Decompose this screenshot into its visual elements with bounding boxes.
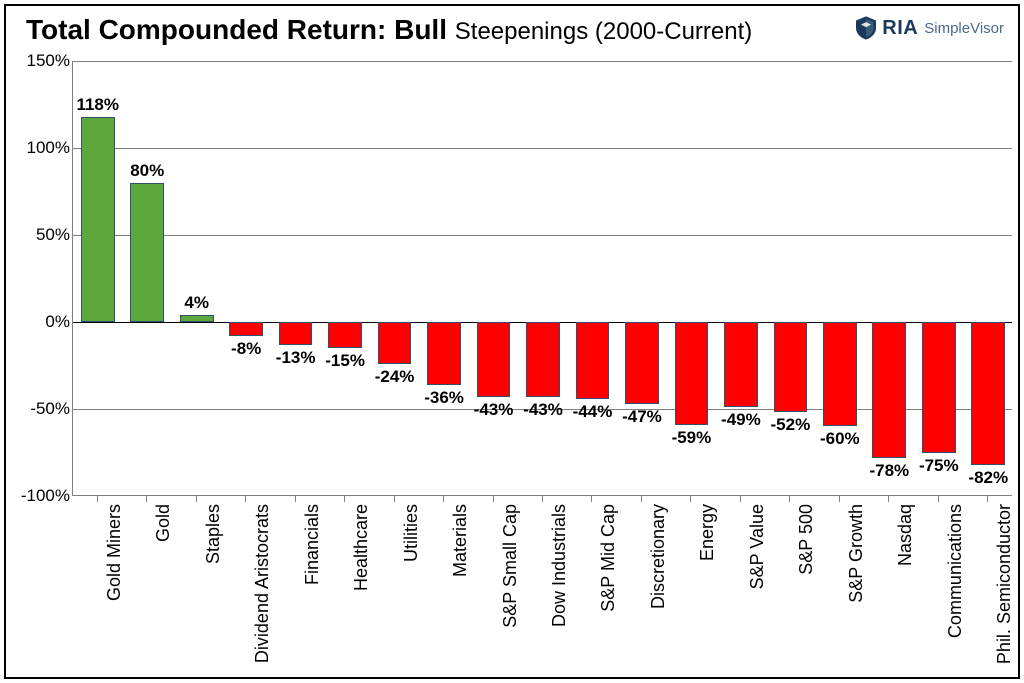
bar: [724, 322, 758, 407]
bar-value-label: -82%: [968, 468, 1008, 488]
x-tick-mark: [938, 496, 939, 502]
bar: [526, 322, 560, 397]
x-tick-label: Dividend Aristocrats: [252, 504, 273, 663]
x-tick-label: S&P Growth: [846, 504, 867, 603]
bar: [823, 322, 857, 426]
x-tick-mark: [690, 496, 691, 502]
x-tick-label: Financials: [302, 504, 323, 585]
bar: [477, 322, 511, 397]
x-tick-label: S&P Value: [747, 504, 768, 589]
bar-value-label: -15%: [325, 351, 365, 371]
bar: [328, 322, 362, 348]
x-tick-label: S&P Mid Cap: [598, 504, 619, 612]
x-tick-mark: [987, 496, 988, 502]
x-tick-mark: [344, 496, 345, 502]
bar-value-label: -49%: [721, 410, 761, 430]
bar: [180, 315, 214, 322]
bar-value-label: -78%: [869, 461, 909, 481]
y-tick-label: -100%: [21, 486, 70, 506]
x-tick-label: Healthcare: [351, 504, 372, 591]
x-tick-label: S&P Small Cap: [500, 504, 521, 628]
bar-value-label: -59%: [672, 428, 712, 448]
x-tick-mark: [888, 496, 889, 502]
bar-value-label: -13%: [276, 348, 316, 368]
brand-logo: RIA SimpleVisor: [856, 16, 1004, 40]
x-tick-mark: [245, 496, 246, 502]
x-tick-mark: [839, 496, 840, 502]
logo-simplevisor-text: SimpleVisor: [924, 20, 1004, 37]
bar: [971, 322, 1005, 465]
bar: [625, 322, 659, 404]
plot-area: 118% 80% 4% -8% -13% -15% -24% -36% -43% -43% -44%…: [72, 61, 1012, 496]
bar-value-label: -8%: [231, 339, 261, 359]
x-tick-label: Materials: [450, 504, 471, 577]
bar: [378, 322, 412, 364]
title-main: Total Compounded Return: Bull: [26, 14, 455, 45]
bar: [675, 322, 709, 425]
x-tick-label: Gold: [153, 504, 174, 542]
gridline: [73, 61, 1012, 62]
shield-icon: [856, 16, 876, 40]
x-tick-mark: [196, 496, 197, 502]
bar-value-label: -75%: [919, 456, 959, 476]
bar: [922, 322, 956, 453]
gridline: [73, 148, 1012, 149]
x-tick-label: Discretionary: [648, 504, 669, 609]
bar-value-label: -47%: [622, 407, 662, 427]
x-tick-mark: [542, 496, 543, 502]
y-tick-label: 100%: [27, 138, 70, 158]
y-tick-label: 150%: [27, 51, 70, 71]
bar: [774, 322, 808, 412]
bar-value-label: -36%: [424, 388, 464, 408]
y-tick-label: -50%: [30, 399, 70, 419]
logo-ria-text: RIA: [882, 17, 918, 40]
bar-value-label: 80%: [130, 161, 164, 181]
bar: [279, 322, 313, 345]
bar: [229, 322, 263, 336]
x-tick-label: Gold Miners: [104, 504, 125, 601]
y-tick-label: 50%: [36, 225, 70, 245]
bar-value-label: -43%: [474, 400, 514, 420]
bar-value-label: 118%: [76, 95, 119, 115]
bar: [130, 183, 164, 322]
x-tick-mark: [591, 496, 592, 502]
bar-value-label: 4%: [184, 293, 209, 313]
x-tick-label: Utilities: [401, 504, 422, 562]
x-tick-label: Communications: [945, 504, 966, 638]
bar-value-label: -24%: [375, 367, 415, 387]
bar-value-label: -43%: [523, 400, 563, 420]
x-tick-mark: [146, 496, 147, 502]
bar: [427, 322, 461, 385]
x-tick-mark: [493, 496, 494, 502]
x-tick-label: Dow Industrials: [549, 504, 570, 627]
x-tick-label: S&P 500: [796, 504, 817, 575]
chart-title: Total Compounded Return: Bull Steepening…: [26, 14, 752, 46]
x-tick-mark: [641, 496, 642, 502]
x-tick-label: Nasdaq: [895, 504, 916, 566]
bar-value-label: -60%: [820, 429, 860, 449]
x-tick-mark: [97, 496, 98, 502]
gridline: [73, 235, 1012, 236]
bar: [576, 322, 610, 399]
x-tick-mark: [740, 496, 741, 502]
x-tick-mark: [394, 496, 395, 502]
x-tick-mark: [443, 496, 444, 502]
chart-frame: Total Compounded Return: Bull Steepening…: [4, 4, 1020, 679]
bar: [872, 322, 906, 458]
x-tick-mark: [789, 496, 790, 502]
bar-value-label: -52%: [771, 415, 811, 435]
x-tick-label: Phil. Semiconductor: [994, 504, 1015, 664]
title-sub: Steepenings (2000-Current): [455, 18, 753, 45]
x-tick-label: Staples: [203, 504, 224, 564]
bar-value-label: -44%: [573, 402, 613, 422]
x-tick-label: Energy: [697, 504, 718, 561]
bar: [81, 117, 115, 322]
x-tick-mark: [295, 496, 296, 502]
y-tick-label: 0%: [45, 312, 70, 332]
